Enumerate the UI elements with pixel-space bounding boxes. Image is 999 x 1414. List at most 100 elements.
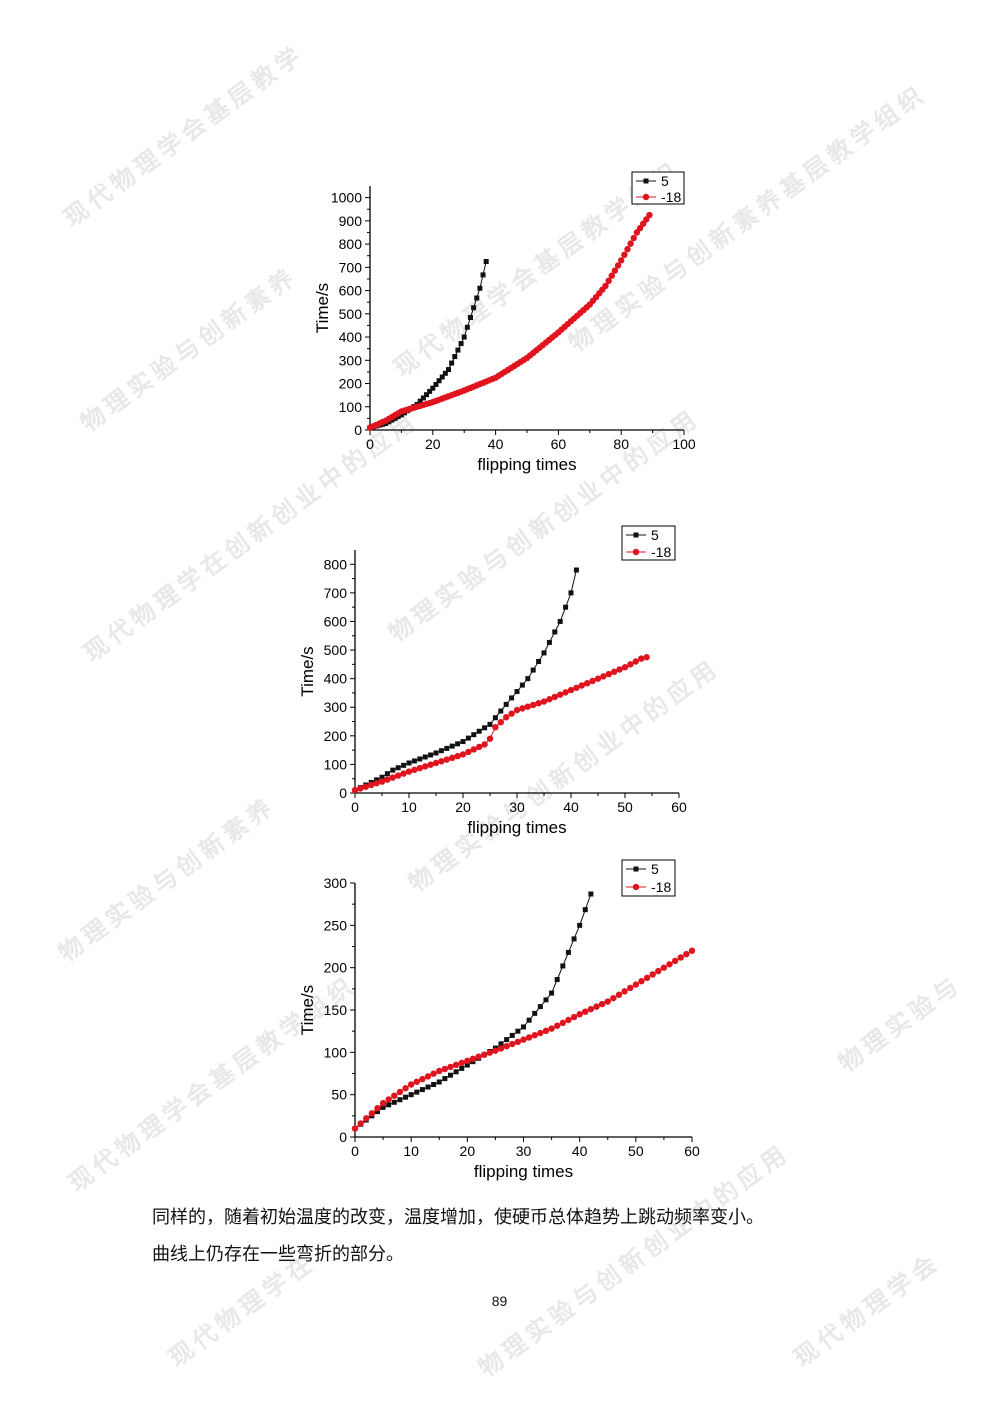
data-point [503,714,510,721]
y-tick-label: 300 [339,352,363,368]
data-point [504,1037,510,1043]
legend-marker [633,866,639,872]
x-tick-label: 0 [351,799,359,815]
data-point [430,1070,437,1077]
data-point [480,272,486,278]
data-point [411,758,417,764]
data-point [567,686,575,694]
data-point [571,936,577,942]
data-point [524,703,531,710]
x-tick-label: 30 [516,1143,532,1159]
data-point [455,741,461,747]
y-axis-label: Time/s [298,646,317,696]
data-point [428,752,434,758]
data-point [414,1089,420,1095]
data-point [482,725,488,731]
data-point [509,1032,515,1038]
x-tick-label: 60 [684,1143,700,1159]
data-point [438,758,445,765]
data-point [424,392,430,398]
data-point [632,658,639,665]
data-point [621,251,628,258]
data-point [420,395,426,401]
data-point [483,259,489,265]
data-point [402,1085,409,1092]
data-point [422,763,429,770]
data-point [455,347,461,353]
data-point [602,282,609,290]
y-tick-label: 50 [331,1087,347,1103]
data-point [357,1120,364,1127]
chart-1: 0 20 40 60 80 1000100200300400500600700800900… [313,171,696,474]
paragraph-line-1: 同样的，随着初始温度的改变，温度增加，使硬币总体趋势上跳动频率变小。 [152,1207,764,1228]
data-point [587,1005,595,1013]
data-point [560,963,566,969]
x-tick-label: 40 [563,799,579,815]
data-point [395,765,401,771]
data-point [419,1075,426,1083]
x-axis-label: flipping times [477,455,576,474]
data-point [593,1003,600,1010]
data-point [384,771,390,777]
data-point [459,751,467,758]
legend: 5-18 [631,171,685,205]
data-point [627,661,634,668]
data-point [374,1105,381,1112]
data-point [530,667,536,673]
data-point [351,1125,359,1132]
data-point [677,954,684,961]
data-point [492,1047,499,1054]
data-point [578,682,585,689]
data-point [618,257,625,264]
data-point [453,1069,459,1075]
data-point [487,721,493,727]
legend-marker [632,548,640,556]
data-point [413,1078,420,1085]
data-point [582,907,588,913]
data-point [568,590,574,596]
page-number: 89 [491,1293,508,1309]
data-point [535,700,542,707]
data-point [430,385,436,391]
data-point [477,285,483,291]
x-tick-label: 50 [628,1143,644,1159]
y-tick-label: 500 [339,306,363,322]
data-point [565,949,571,955]
legend: 5-18 [621,525,676,561]
data-point [374,1109,380,1115]
data-point [471,732,477,738]
data-point [610,994,617,1002]
x-tick-label: 80 [613,436,629,452]
data-point [385,1096,392,1103]
data-point [660,964,668,971]
x-axis-label: flipping times [467,818,566,837]
legend-label: -18 [651,544,671,560]
data-point [542,1027,550,1035]
data-point [398,412,404,418]
data-point [422,754,428,760]
data-point [531,1032,538,1039]
series-minus-18 [351,654,650,794]
y-tick-label: 100 [324,1044,348,1060]
data-point [438,748,444,754]
data-point [460,739,466,745]
x-tick-label: 60 [551,436,567,452]
x-tick-label: 30 [509,799,525,815]
data-point [557,618,563,624]
data-point [417,398,423,404]
data-point [627,240,634,247]
x-tick-label: 0 [351,1143,359,1159]
y-tick-label: 400 [324,671,348,687]
data-point [521,1024,526,1030]
data-point [397,1097,403,1103]
data-point [386,1102,392,1108]
data-point [401,762,407,768]
data-point [446,367,451,373]
data-point [408,1092,414,1098]
y-tick-label: 1000 [331,190,362,206]
data-point [464,1062,470,1068]
data-point [608,272,615,279]
x-tick-label: 10 [403,1143,419,1159]
data-point [486,735,494,742]
data-point [357,785,364,792]
